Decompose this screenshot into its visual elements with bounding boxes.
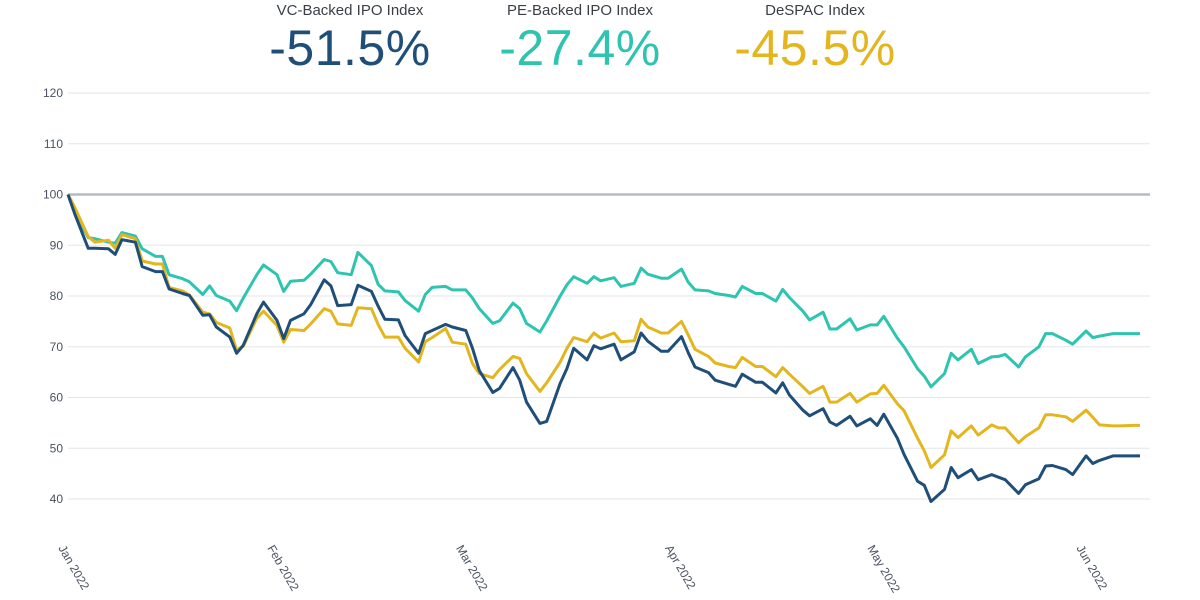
y-tick-label: 60	[50, 391, 64, 405]
x-axis-ticks: Jan 2022 Feb 2022 Mar 2022 Apr 2022 May 2022…	[55, 543, 1110, 596]
x-tick-label: Jun 2022	[1073, 543, 1110, 593]
y-axis-ticks: 40 50 60 70 80 90 100 110 120	[43, 86, 63, 506]
series-line-vc-backed-ipo-index	[66, 194, 1140, 503]
kpi-label: VC-Backed IPO Index	[276, 2, 424, 19]
y-tick-label: 70	[50, 340, 64, 354]
series-line-despac-index	[66, 193, 1140, 469]
y-tick-label: 90	[50, 238, 64, 252]
x-tick-label: May 2022	[864, 543, 903, 596]
y-tick-label: 40	[50, 492, 64, 506]
kpi-value: -45.5%	[734, 20, 896, 76]
kpi-value: -51.5%	[269, 20, 431, 76]
y-tick-label: 100	[43, 188, 63, 202]
x-tick-label: Jan 2022	[55, 543, 92, 593]
x-tick-label: Apr 2022	[662, 543, 699, 592]
series-line-pe-backed-ipo-index	[66, 193, 1140, 389]
x-tick-label: Feb 2022	[264, 543, 302, 594]
gridlines	[68, 92, 1150, 500]
x-tick-label: Mar 2022	[453, 543, 491, 594]
kpi-pe-backed: PE-Backed IPO Index -27.4%	[460, 0, 700, 77]
kpi-vc-backed: VC-Backed IPO Index -51.5%	[230, 0, 470, 77]
kpi-label: PE-Backed IPO Index	[507, 2, 653, 19]
kpi-label: DeSPAC Index	[765, 2, 865, 19]
y-tick-label: 80	[50, 289, 64, 303]
y-tick-label: 110	[44, 137, 63, 151]
y-tick-label: 50	[50, 441, 64, 455]
kpi-value: -27.4%	[499, 20, 661, 76]
y-tick-label: 120	[43, 86, 63, 100]
kpi-despac: DeSPAC Index -45.5%	[695, 0, 935, 77]
series-lines	[66, 193, 1140, 503]
